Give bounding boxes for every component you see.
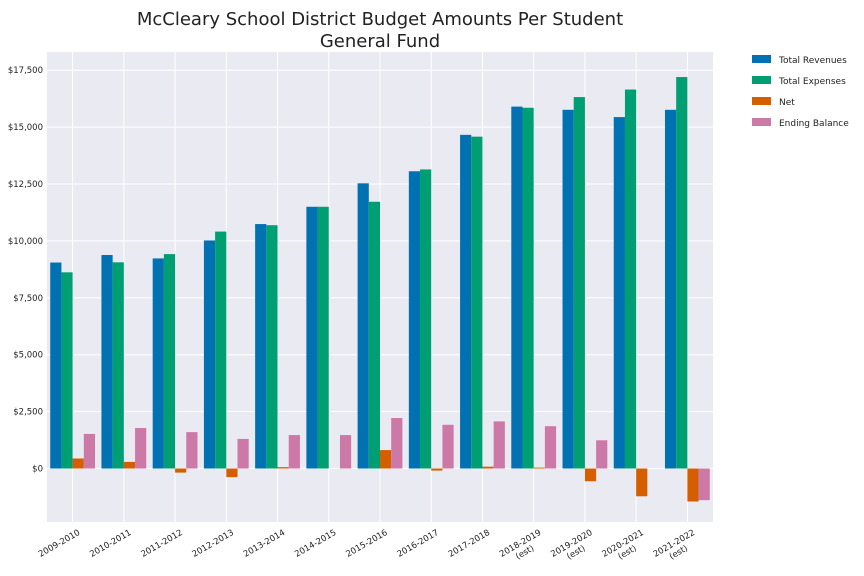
bar-net bbox=[482, 466, 494, 469]
bar-total-revenues bbox=[306, 206, 318, 469]
x-tick-label-line: 2013-2014 bbox=[242, 528, 287, 560]
x-tick-label-line: 2012-2013 bbox=[191, 528, 236, 560]
legend-label: Net bbox=[779, 98, 795, 108]
y-tick-label: $7,500 bbox=[13, 294, 43, 304]
bar-total-revenues bbox=[562, 109, 574, 469]
bar-total-revenues bbox=[511, 106, 523, 469]
legend-label: Total Revenues bbox=[778, 56, 847, 66]
legend-swatch bbox=[752, 76, 771, 84]
bar-ending-balance bbox=[596, 440, 608, 469]
bar-total-revenues bbox=[460, 134, 472, 469]
x-tick-label: 2010-2011 bbox=[88, 528, 133, 560]
bar-ending-balance bbox=[83, 433, 96, 469]
bar-total-expenses bbox=[317, 206, 329, 469]
bar-total-expenses bbox=[471, 136, 483, 469]
x-tick-label: 2020-2021(est) bbox=[601, 528, 646, 562]
bar-net bbox=[226, 468, 238, 478]
legend-swatch bbox=[752, 97, 771, 105]
y-tick-label: $15,000 bbox=[8, 123, 43, 133]
bar-ending-balance bbox=[493, 421, 505, 469]
bar-ending-balance bbox=[544, 426, 557, 469]
bar-net bbox=[636, 468, 648, 497]
x-tick-label: 2015-2016 bbox=[344, 528, 389, 560]
bar-total-revenues bbox=[152, 258, 164, 469]
bar-total-expenses bbox=[624, 89, 637, 469]
bar-total-expenses bbox=[368, 201, 380, 469]
bar-total-revenues bbox=[203, 240, 216, 469]
legend-swatch bbox=[752, 118, 771, 126]
bar-total-revenues bbox=[50, 262, 62, 469]
bar-total-expenses bbox=[522, 107, 534, 469]
y-tick-label: $12,500 bbox=[8, 180, 43, 190]
bar-total-revenues bbox=[664, 109, 677, 469]
chart-title-line-2: General Fund bbox=[319, 31, 441, 52]
y-tick-label: $0 bbox=[32, 465, 43, 475]
bar-net bbox=[123, 461, 136, 469]
legend-swatch bbox=[752, 55, 771, 63]
bar-total-revenues bbox=[101, 255, 113, 469]
chart-title-line-1: McCleary School District Budget Amounts … bbox=[136, 9, 624, 30]
bar-total-expenses bbox=[266, 225, 278, 469]
x-tick-label: 2009-2010 bbox=[37, 528, 82, 560]
x-tick-label-line: 2009-2010 bbox=[37, 528, 82, 560]
legend-label: Ending Balance bbox=[779, 119, 849, 129]
legend-label: Total Expenses bbox=[778, 77, 846, 87]
bar-total-expenses bbox=[420, 169, 432, 469]
bar-ending-balance bbox=[288, 435, 300, 469]
x-tick-label: 2014-2015 bbox=[293, 528, 338, 560]
bar-net bbox=[533, 467, 545, 469]
y-tick-label: $10,000 bbox=[8, 237, 43, 247]
bar-ending-balance bbox=[237, 438, 249, 469]
bar-ending-balance bbox=[698, 468, 710, 501]
bar-net bbox=[584, 468, 597, 482]
bar-net bbox=[380, 450, 392, 469]
bar-net bbox=[431, 468, 443, 471]
bar-ending-balance bbox=[135, 428, 147, 469]
bar-net bbox=[175, 468, 187, 473]
y-tick-label: $2,500 bbox=[13, 408, 43, 418]
x-tick-label-line: 2011-2012 bbox=[139, 528, 184, 560]
bar-total-expenses bbox=[112, 262, 124, 469]
x-tick-label: 2021-2022(est) bbox=[652, 528, 697, 562]
x-tick-label: 2011-2012 bbox=[139, 528, 184, 560]
bar-net bbox=[687, 468, 699, 502]
bar-ending-balance bbox=[339, 435, 352, 469]
bar-total-expenses bbox=[163, 254, 176, 469]
bar-net bbox=[277, 467, 289, 469]
bar-total-revenues bbox=[408, 171, 421, 469]
bar-total-revenues bbox=[255, 224, 267, 469]
bar-net bbox=[72, 458, 84, 469]
bar-ending-balance bbox=[186, 432, 198, 469]
x-tick-label: 2013-2014 bbox=[242, 528, 287, 560]
bar-total-expenses bbox=[215, 231, 227, 469]
x-tick-label: 2019-2020(est) bbox=[549, 528, 594, 562]
x-tick-label-line: 2016-2017 bbox=[396, 528, 441, 560]
bar-ending-balance bbox=[391, 417, 403, 469]
bar-total-expenses bbox=[676, 77, 688, 469]
bar-ending-balance bbox=[442, 424, 454, 469]
x-tick-label: 2017-2018 bbox=[447, 528, 492, 560]
x-tick-label-line: 2014-2015 bbox=[293, 528, 338, 560]
y-tick-label: $17,500 bbox=[8, 66, 43, 76]
y-tick-label: $5,000 bbox=[13, 351, 43, 361]
bar-total-expenses bbox=[61, 272, 73, 469]
x-tick-label: 2012-2013 bbox=[191, 528, 236, 560]
bar-total-revenues bbox=[613, 117, 625, 469]
bar-total-expenses bbox=[573, 97, 585, 469]
x-tick-label: 2018-2019(est) bbox=[498, 528, 543, 562]
x-tick-label-line: 2010-2011 bbox=[88, 528, 133, 560]
bar-total-revenues bbox=[357, 183, 369, 469]
x-tick-label-line: 2017-2018 bbox=[447, 528, 492, 560]
x-tick-label-line: 2015-2016 bbox=[344, 528, 389, 560]
x-tick-label: 2016-2017 bbox=[396, 528, 441, 560]
